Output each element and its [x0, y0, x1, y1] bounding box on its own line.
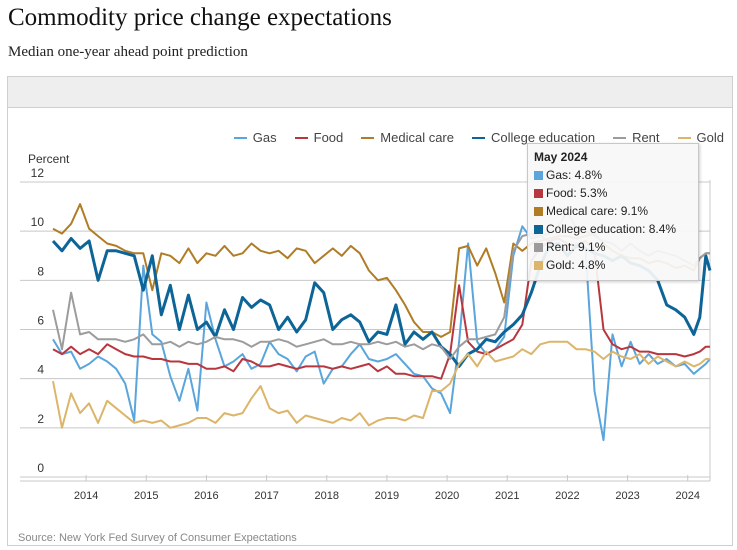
legend-label: Rent	[632, 130, 660, 145]
tooltip-row: Gold: 4.8%	[534, 256, 692, 274]
tooltip-row: College education: 8.4%	[534, 220, 692, 238]
tooltip-row: Rent: 9.1%	[534, 238, 692, 256]
tooltip-label: Gas: 4.8%	[546, 168, 603, 182]
series-line-gas	[52, 225, 711, 442]
tooltip-swatch	[534, 170, 543, 180]
y-axis-label: Percent	[28, 152, 70, 166]
tooltip-swatch	[534, 260, 543, 270]
legend-item-gold[interactable]: Gold	[677, 130, 724, 145]
x-tick-label: 2017	[254, 490, 278, 502]
legend-item-food[interactable]: Food	[294, 130, 344, 145]
legend-label: Medical care	[380, 130, 454, 145]
x-tick-label: 2023	[615, 490, 639, 502]
x-tick-label: 2021	[495, 490, 519, 502]
tooltip-label: Gold: 4.8%	[546, 258, 606, 272]
y-tick-label: 4	[37, 363, 44, 377]
y-tick-label: 6	[37, 314, 44, 328]
x-tick-label: 2022	[555, 490, 579, 502]
legend-swatch	[294, 136, 308, 139]
tooltip-label: Medical care: 9.1%	[546, 204, 649, 218]
source-note: Source: New York Fed Survey of Consumer …	[18, 532, 297, 544]
chart-toolbar	[8, 77, 732, 108]
legend-label: Gold	[696, 130, 724, 145]
legend-item-rent[interactable]: Rent	[613, 130, 660, 145]
x-tick-label: 2016	[194, 490, 218, 502]
legend-label: Food	[313, 130, 344, 145]
legend-item-gas[interactable]: Gas	[233, 130, 277, 145]
legend-swatch	[677, 136, 691, 139]
tooltip-title: May 2024	[534, 150, 588, 164]
y-tick-label: 8	[37, 264, 44, 278]
x-tick-label: 2019	[375, 490, 399, 502]
tooltip-label: Food: 5.3%	[546, 186, 608, 200]
page-subtitle: Median one-year ahead point prediction	[8, 44, 248, 60]
tooltip-swatch	[534, 188, 543, 198]
series-line-food	[52, 237, 710, 380]
x-tick-label: 2014	[74, 490, 98, 502]
x-tick-label: 2024	[675, 490, 699, 502]
tooltip-row: Gas: 4.8%	[534, 166, 692, 184]
tooltip-label: Rent: 9.1%	[546, 240, 606, 254]
tooltip-label: College education: 8.4%	[546, 222, 677, 236]
legend-swatch	[361, 136, 375, 139]
x-tick-label: 2018	[315, 490, 339, 502]
legend-label: Gas	[252, 130, 277, 145]
series-line-gold	[52, 340, 710, 429]
x-tick-label: 2015	[134, 490, 158, 502]
y-tick-label: 0	[37, 461, 44, 475]
tooltip-row: Medical care: 9.1%	[534, 202, 692, 220]
legend-label: College education	[490, 130, 596, 145]
tooltip-row: Food: 5.3%	[534, 184, 692, 202]
legend-item-college-education[interactable]: College education	[471, 130, 596, 145]
legend-swatch	[613, 136, 627, 139]
y-tick-label: 2	[37, 412, 44, 426]
y-tick-label: 12	[31, 166, 45, 180]
y-tick-label: 10	[31, 215, 45, 229]
chart-legend: Gas Food Medical care College education Rent…	[233, 130, 724, 145]
tooltip-swatch	[534, 224, 543, 234]
tooltip-swatch	[534, 206, 543, 216]
legend-item-medical-care[interactable]: Medical care	[361, 130, 454, 145]
chart-frame: Gas Food Medical care College education Rent…	[7, 76, 733, 546]
x-tick-label: 2020	[435, 490, 459, 502]
tooltip-swatch	[534, 242, 543, 252]
page-title: Commodity price change expectations	[8, 4, 392, 31]
legend-swatch	[471, 136, 485, 139]
legend-swatch	[233, 136, 247, 139]
hover-tooltip: May 2024 Gas: 4.8% Food: 5.3% Medical care…	[527, 143, 699, 281]
